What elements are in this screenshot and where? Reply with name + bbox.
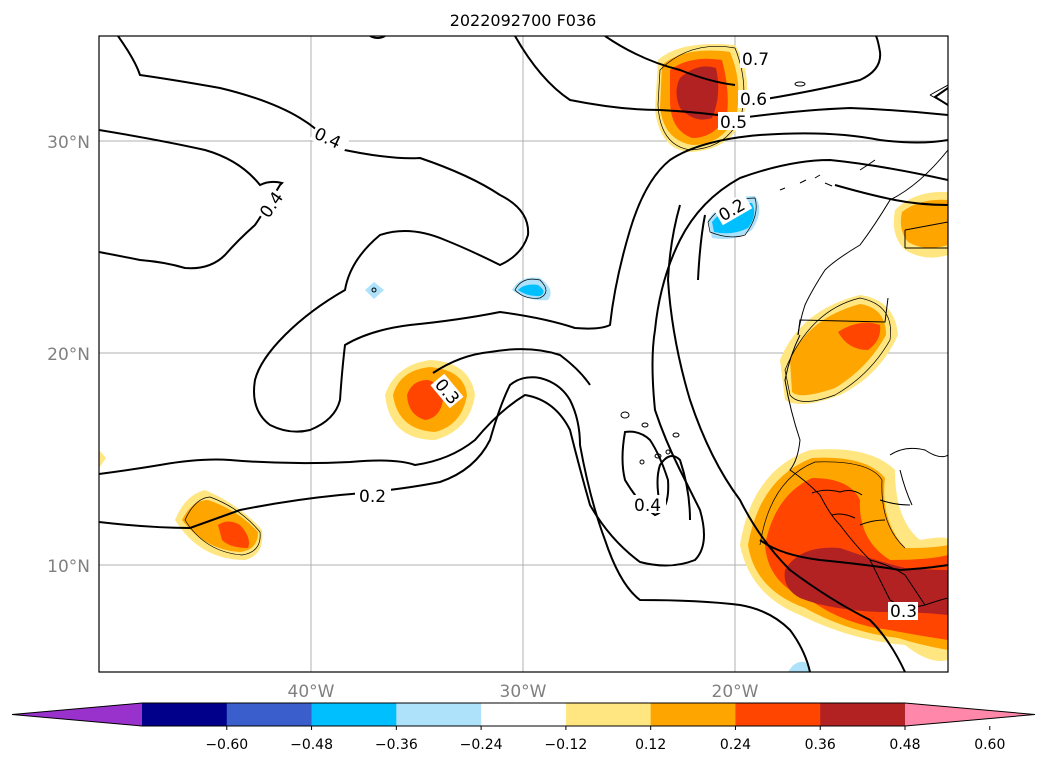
anomaly-neg-small	[365, 282, 384, 299]
anomaly-west-red	[218, 521, 249, 548]
border-guinea	[869, 559, 926, 606]
colorbar-segment	[311, 703, 397, 726]
border-interior	[859, 447, 948, 526]
lat-label-20n: 20°N	[47, 345, 90, 365]
colorbar-tick-label: −0.36	[375, 737, 418, 753]
contour-label-0.4-capeverde: 0.4	[634, 496, 661, 516]
coastline-nw-africa	[797, 149, 948, 336]
colorbar-tick-label: −0.24	[460, 737, 503, 753]
latitude-axis: 30°N 20°N 10°N	[47, 133, 90, 577]
anomaly-coast-red	[838, 322, 881, 350]
cape-verde-islands	[371, 81, 806, 465]
figure-title: 2022092700 F036	[450, 11, 597, 30]
colorbar-tick-label: −0.12	[544, 737, 587, 753]
contour-label-0.6: 0.6	[740, 90, 767, 110]
colorbar-extend-low	[12, 703, 142, 726]
colorbar-tick-label: 0.12	[635, 737, 666, 753]
anomaly-center-red	[407, 380, 444, 420]
border-mauritania	[797, 297, 889, 336]
lon-label-40w: 40°W	[288, 682, 335, 702]
colorbar-segment	[650, 703, 736, 726]
colorbar-extend-high	[905, 703, 1035, 726]
contour-label-0.3-se: 0.3	[890, 602, 917, 622]
anomaly-neg-south	[788, 661, 811, 672]
contour-label-0.2-south: 0.2	[359, 487, 386, 507]
anomaly-se-darkred	[784, 547, 948, 615]
lon-label-30w: 30°W	[500, 682, 547, 702]
colorbar-segment	[396, 703, 482, 726]
lat-label-10n: 10°N	[47, 557, 90, 577]
colorbar-segment	[226, 703, 313, 726]
longitude-axis: 40°W 30°W 20°W	[288, 682, 759, 702]
colorbar-tick-label: −0.60	[205, 737, 248, 753]
map-frame	[98, 35, 949, 673]
colorbar-segment	[481, 703, 567, 726]
colorbar: −0.60 −0.48 −0.36 −0.24 −0.12 0.12 0.24 0.36 0.4…	[11, 702, 1036, 753]
colorbar-tick-label: 0.36	[805, 737, 836, 753]
colorbar-segment	[820, 703, 906, 726]
colorbar-tick-label: 0.60	[974, 737, 1005, 753]
lon-label-20w: 20°W	[712, 682, 759, 702]
lat-label-30n: 30°N	[47, 133, 90, 153]
colorbar-tick-label: 0.48	[889, 737, 920, 753]
border-gambia	[831, 513, 856, 519]
colorbar-segment	[565, 703, 652, 726]
contour-label-0.7: 0.7	[742, 50, 769, 70]
colorbar-segment	[142, 703, 228, 726]
map-panel: 0.7 0.6 0.5 0.4 0.4 0.4 0.2 0.2 0.3 0.3	[98, 35, 949, 673]
colorbar-tick-label: −0.48	[290, 737, 333, 753]
border-western-sahara	[904, 221, 948, 249]
anomaly-west-edge	[99, 450, 106, 468]
contour-label-0.5: 0.5	[720, 113, 747, 133]
colorbar-tick-label: 0.24	[720, 737, 751, 753]
thick-contours	[99, 36, 948, 672]
border-senegal	[811, 489, 863, 496]
colorbar-segment	[735, 703, 821, 726]
anomaly-neg-30w	[518, 284, 544, 297]
anomaly-ne-orange	[900, 199, 948, 248]
colorbar-outline	[11, 702, 1036, 727]
